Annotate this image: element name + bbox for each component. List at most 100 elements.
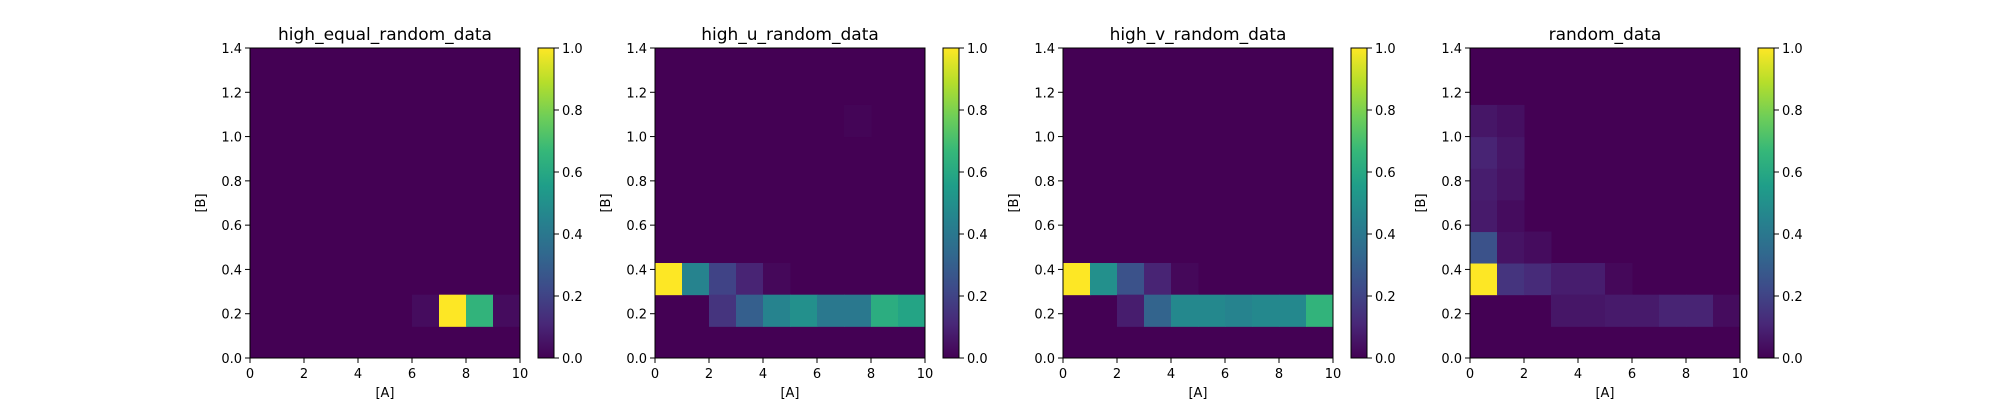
colorbar-tick-label: 0.6 <box>562 166 583 181</box>
x-tick-label: 10 <box>1325 367 1342 382</box>
colorbar-tick-label: 0.0 <box>1782 352 1803 367</box>
x-tick-label: 4 <box>354 367 362 382</box>
heatmap-cell <box>1171 263 1199 296</box>
x-tick-label: 6 <box>1221 367 1229 382</box>
colorbar-tick-label: 0.0 <box>1375 352 1396 367</box>
heatmap-cell <box>1470 136 1498 169</box>
y-tick-label: 0.8 <box>1441 175 1462 190</box>
x-tick-label: 2 <box>1520 367 1528 382</box>
y-tick-label: 1.2 <box>1441 86 1462 101</box>
y-axis-label: [B] <box>1414 193 1429 212</box>
y-tick-label: 0.2 <box>626 308 647 323</box>
x-tick-label: 4 <box>1167 367 1175 382</box>
colorbar-tick-label: 0.8 <box>1375 104 1396 119</box>
colorbar-tick-label: 0.2 <box>1375 290 1396 305</box>
heatmap-cell <box>1225 294 1253 327</box>
colorbar-tick-label: 0.6 <box>967 166 988 181</box>
colorbar-tick-label: 0.4 <box>1375 228 1396 243</box>
x-tick-label: 0 <box>1059 367 1067 382</box>
x-tick-label: 8 <box>1682 367 1690 382</box>
y-tick-label: 1.2 <box>221 86 242 101</box>
colorbar-tick-label: 0.2 <box>562 290 583 305</box>
colorbar-tick-label: 0.8 <box>562 104 583 119</box>
colorbar <box>943 48 959 358</box>
colorbar-tick-label: 1.0 <box>562 42 583 57</box>
heatmap-cell <box>1497 231 1525 264</box>
y-tick-label: 0.2 <box>1034 308 1055 323</box>
x-axis-label: [A] <box>1595 386 1614 400</box>
heatmap-cell <box>1063 263 1091 296</box>
heatmap-cell <box>466 294 494 327</box>
axes-frame <box>1469 47 1741 359</box>
x-tick-label: 10 <box>917 367 934 382</box>
heatmap-cell <box>1144 294 1172 327</box>
x-tick-label: 10 <box>512 367 529 382</box>
y-tick-label: 0.0 <box>1441 352 1462 367</box>
heatmap-cell <box>1551 263 1579 296</box>
heatmap-cell <box>790 294 818 327</box>
colorbar-tick-label: 1.0 <box>1782 42 1803 57</box>
colorbar-tick-label: 0.2 <box>967 290 988 305</box>
x-tick-label: 6 <box>408 367 416 382</box>
heatmap-cell <box>1198 294 1226 327</box>
x-tick-label: 0 <box>1466 367 1474 382</box>
y-tick-label: 0.8 <box>1034 175 1055 190</box>
x-tick-label: 2 <box>1113 367 1121 382</box>
heatmap-cell <box>898 294 926 327</box>
y-tick-label: 1.4 <box>626 42 647 57</box>
y-tick-label: 0.6 <box>626 219 647 234</box>
heatmap-cell <box>1578 263 1606 296</box>
colorbar <box>1758 48 1774 358</box>
heatmap-panel-4: random_data 0 2 4 6 8 10 [A] 0.0 0.2 0.4 0.6 0.8 1.0 1… <box>1414 25 1803 400</box>
heatmap-cell <box>709 294 737 327</box>
y-tick-label: 0.4 <box>1034 263 1055 278</box>
heatmap-cell <box>439 294 467 327</box>
heatmap-cell <box>1144 263 1172 296</box>
axes-frame <box>1062 47 1334 359</box>
y-tick-label: 0.4 <box>626 263 647 278</box>
heatmap-cell <box>1713 294 1741 327</box>
y-axis-label: [B] <box>599 193 614 212</box>
colorbar-tick-label: 0.4 <box>562 228 583 243</box>
y-axis-label: [B] <box>1007 193 1022 212</box>
x-tick-label: 6 <box>1628 367 1636 382</box>
y-tick-label: 1.2 <box>626 86 647 101</box>
heatmap-panel-1: high_equal_random_data 0 2 4 6 8 10 [A] 0.0 0.2 0.… <box>194 25 583 400</box>
heatmap-cell <box>1252 294 1280 327</box>
y-tick-label: 1.0 <box>221 131 242 146</box>
heatmap-cell <box>682 263 710 296</box>
axes-frame <box>249 47 521 359</box>
heatmap-cell <box>1497 168 1525 201</box>
heatmap-cell <box>817 294 845 327</box>
chart-title: high_u_random_data <box>701 25 879 45</box>
colorbar-frame <box>537 47 555 359</box>
y-tick-label: 0.8 <box>626 175 647 190</box>
x-tick-label: 8 <box>462 367 470 382</box>
heatmap-cell <box>1497 104 1525 138</box>
heatmap-cell <box>1686 294 1714 327</box>
chart-title: high_equal_random_data <box>278 25 492 45</box>
heatmap-panel-2: high_u_random_data 0 2 4 6 8 10 [A] 0.0 0.2 0.4 0.6… <box>599 25 988 400</box>
y-tick-label: 1.2 <box>1034 86 1055 101</box>
colorbar-tick-label: 0.8 <box>1782 104 1803 119</box>
heatmap-cell <box>1470 104 1498 138</box>
heatmap-cell <box>1578 294 1606 327</box>
heatmap-cell <box>709 263 737 296</box>
chart-title: high_v_random_data <box>1110 25 1287 45</box>
heatmap-cell <box>844 104 872 138</box>
colorbar-frame <box>1757 47 1775 359</box>
y-tick-label: 1.0 <box>1441 131 1462 146</box>
y-tick-label: 1.4 <box>1441 42 1462 57</box>
x-tick-label: 0 <box>651 367 659 382</box>
x-tick-label: 4 <box>1574 367 1582 382</box>
heatmap-cell <box>1470 231 1498 264</box>
y-axis-label: [B] <box>194 193 209 212</box>
colorbar-tick-label: 0.8 <box>967 104 988 119</box>
heatmap-cell <box>763 294 791 327</box>
heatmap-cell <box>493 294 521 327</box>
heatmap-cell <box>1632 294 1660 327</box>
heatmap-panel-3: high_v_random_data 0 2 4 6 8 10 [A] 0.0 0.2 0.4 0.6… <box>1007 25 1396 400</box>
heatmap-cell <box>844 294 872 327</box>
x-tick-label: 8 <box>867 367 875 382</box>
